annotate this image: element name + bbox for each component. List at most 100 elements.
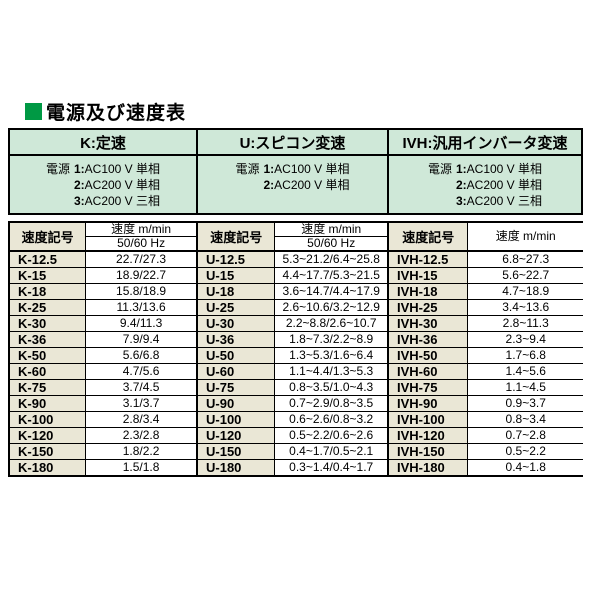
table-row: K-12.5 22.7/27.3 (8, 250, 196, 268)
power-option: 2:AC200 V 単相 (455, 178, 543, 192)
speed-code-cell: U-150 (196, 443, 276, 460)
speed-code-cell: IVH-18 (387, 283, 469, 300)
speed-code-cell: IVH-30 (387, 315, 469, 332)
power-options: 1:AC100 V 単相 2:AC200 V 単相 3:AC200 V 三相 (74, 161, 160, 209)
table-row: U-30 2.2~8.8/2.6~10.7 (196, 315, 387, 332)
speed-value-cell: 1.3~5.3/1.6~6.4 (274, 347, 387, 364)
speed-code-cell: U-120 (196, 427, 276, 444)
speed-code-cell: IVH-50 (387, 347, 469, 364)
table-k-section: K:定速 電源 1:AC100 V 単相 2:AC200 V 単相 3:AC200 … (8, 128, 196, 477)
speed-value-cell: 4.7~18.9 (467, 283, 583, 300)
k-section-title: K:定速 (10, 130, 196, 156)
power-option: 1:AC100 V 単相 (263, 162, 350, 176)
speed-code-cell: IVH-75 (387, 379, 469, 396)
column-header-speed: 速度 m/min (274, 221, 387, 237)
table-row: U-12.5 5.3~21.2/6.4~25.8 (196, 250, 387, 268)
speed-code-cell: IVH-36 (387, 331, 469, 348)
speed-code-cell: K-75 (8, 379, 87, 396)
table-row: IVH-120 0.7~2.8 (387, 427, 583, 444)
speed-value-cell: 1.5/1.8 (85, 459, 196, 477)
column-header-code: 速度記号 (196, 221, 276, 252)
table-row: IVH-25 3.4~13.6 (387, 299, 583, 316)
speed-code-cell: K-36 (8, 331, 87, 348)
column-header-code: 速度記号 (8, 221, 87, 252)
page-title-text: 電源及び速度表 (46, 103, 187, 124)
speed-value-cell: 0.8~3.4 (467, 411, 583, 428)
table-ivh-section: IVH:汎用インバータ変速 電源 1:AC100 V 単相 2:AC200 V 単… (387, 128, 583, 477)
speed-value-cell: 2.8~11.3 (467, 315, 583, 332)
table-row: U-75 0.8~3.5/1.0~4.3 (196, 379, 387, 396)
speed-value-cell: 0.9~3.7 (467, 395, 583, 412)
table-row: K-60 4.7/5.6 (8, 363, 196, 380)
title-bullet-icon (25, 103, 42, 120)
u-section-title: U:スピコン変速 (198, 130, 387, 156)
table-row: IVH-180 0.4~1.8 (387, 459, 583, 477)
column-header-speed: 速度 m/min (85, 221, 196, 237)
speed-value-cell: 1.1~4.5 (467, 379, 583, 396)
speed-value-cell: 0.5~2.2 (467, 443, 583, 460)
table-row: U-100 0.6~2.6/0.8~3.2 (196, 411, 387, 428)
speed-code-cell: IVH-150 (387, 443, 469, 460)
ivh-header-block: IVH:汎用インバータ変速 電源 1:AC100 V 単相 2:AC200 V 単… (387, 128, 583, 215)
table-row: K-36 7.9/9.4 (8, 331, 196, 348)
speed-code-cell: U-36 (196, 331, 276, 348)
table-row: K-150 1.8/2.2 (8, 443, 196, 460)
speed-value-cell: 1.1~4.4/1.3~5.3 (274, 363, 387, 380)
table-row: IVH-150 0.5~2.2 (387, 443, 583, 460)
speed-value-cell: 3.7/4.5 (85, 379, 196, 396)
u-speed-table: 速度記号 速度 m/min 50/60 Hz U-12.5 5.3~21.2/6.… (196, 221, 387, 477)
speed-code-cell: U-15 (196, 267, 276, 284)
speed-value-cell: 1.8~7.3/2.2~8.9 (274, 331, 387, 348)
ivh-power-info: 電源 1:AC100 V 単相 2:AC200 V 単相 3:AC200 V 三相 (389, 156, 581, 213)
speed-code-cell: U-100 (196, 411, 276, 428)
speed-code-cell: U-90 (196, 395, 276, 412)
k-speed-table: 速度記号 速度 m/min 50/60 Hz K-12.5 22.7/27.3 K-… (8, 221, 196, 477)
speed-value-cell: 1.8/2.2 (85, 443, 196, 460)
speed-code-cell: IVH-15 (387, 267, 469, 284)
speed-code-cell: IVH-120 (387, 427, 469, 444)
u-table-head: 速度記号 速度 m/min 50/60 Hz (196, 221, 387, 252)
speed-value-cell: 0.7~2.8 (467, 427, 583, 444)
speed-value-cell: 5.6~22.7 (467, 267, 583, 284)
table-row: K-75 3.7/4.5 (8, 379, 196, 396)
speed-value-cell: 0.4~1.8 (467, 459, 583, 477)
table-row: K-90 3.1/3.7 (8, 395, 196, 412)
speed-value-cell: 7.9/9.4 (85, 331, 196, 348)
table-row: U-150 0.4~1.7/0.5~2.1 (196, 443, 387, 460)
speed-code-cell: U-12.5 (196, 250, 276, 268)
speed-value-cell: 2.6~10.6/3.2~12.9 (274, 299, 387, 316)
table-row: U-50 1.3~5.3/1.6~6.4 (196, 347, 387, 364)
table-row: U-15 4.4~17.7/5.3~21.5 (196, 267, 387, 284)
k-header-block: K:定速 電源 1:AC100 V 単相 2:AC200 V 単相 3:AC200 … (8, 128, 196, 215)
speed-code-cell: K-150 (8, 443, 87, 460)
power-option: 1:AC100 V 単相 (73, 162, 161, 176)
speed-value-cell: 2.8/3.4 (85, 411, 196, 428)
speed-value-cell: 1.7~6.8 (467, 347, 583, 364)
table-row: K-18 15.8/18.9 (8, 283, 196, 300)
speed-code-cell: K-100 (8, 411, 87, 428)
column-header-code: 速度記号 (387, 221, 469, 252)
ivh-section-title: IVH:汎用インバータ変速 (389, 130, 581, 156)
speed-code-cell: K-18 (8, 283, 87, 300)
table-row: IVH-12.5 6.8~27.3 (387, 250, 583, 268)
table-row: IVH-18 4.7~18.9 (387, 283, 583, 300)
power-options: 1:AC100 V 単相 2:AC200 V 単相 3:AC200 V 三相 (456, 161, 542, 209)
speed-code-cell: K-120 (8, 427, 87, 444)
power-option: 2:AC200 V 単相 (73, 178, 161, 192)
speed-code-cell: IVH-25 (387, 299, 469, 316)
speed-value-cell: 15.8/18.9 (85, 283, 196, 300)
speed-code-cell: K-15 (8, 267, 87, 284)
column-header-frequency: 50/60 Hz (274, 236, 387, 252)
k-table-body: K-12.5 22.7/27.3 K-15 18.9/22.7 K-18 15.8/18.… (8, 250, 196, 477)
speed-code-cell: IVH-60 (387, 363, 469, 380)
speed-code-cell: K-60 (8, 363, 87, 380)
speed-code-cell: K-90 (8, 395, 87, 412)
table-row: IVH-60 1.4~5.6 (387, 363, 583, 380)
u-header-block: U:スピコン変速 電源 1:AC100 V 単相 2:AC200 V 単相 (196, 128, 387, 215)
speed-value-cell: 2.3/2.8 (85, 427, 196, 444)
table-row: U-25 2.6~10.6/3.2~12.9 (196, 299, 387, 316)
speed-value-cell: 2.3~9.4 (467, 331, 583, 348)
speed-value-cell: 4.4~17.7/5.3~21.5 (274, 267, 387, 284)
table-row: IVH-36 2.3~9.4 (387, 331, 583, 348)
